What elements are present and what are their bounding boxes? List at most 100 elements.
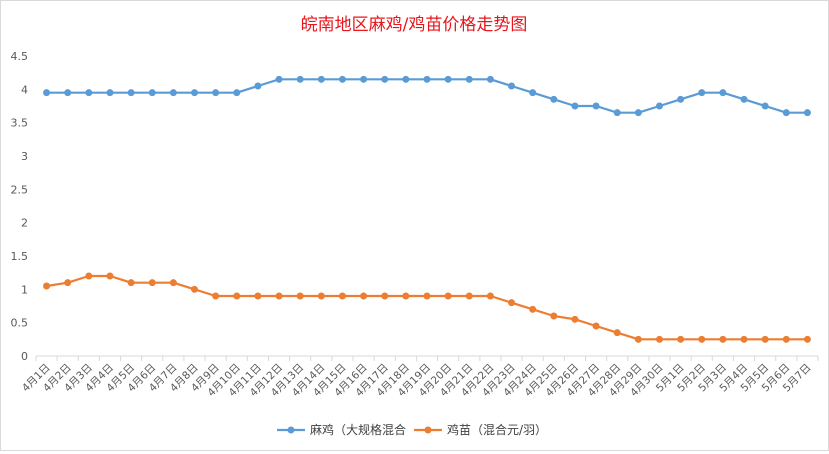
series-line xyxy=(46,274,808,341)
y-tick-label: 4.5 xyxy=(11,50,29,63)
legend: 麻鸡（大规格混合 鸡苗（混合元/羽） xyxy=(277,422,547,437)
data-point xyxy=(613,109,621,117)
data-point xyxy=(444,75,452,83)
data-point xyxy=(550,312,558,320)
data-point xyxy=(634,109,642,117)
data-point xyxy=(634,335,642,343)
y-tick-label: 1.5 xyxy=(11,250,29,263)
legend-item-1: 麻鸡（大规格混合 xyxy=(277,422,406,437)
series-2 xyxy=(43,272,811,343)
data-point xyxy=(191,89,199,97)
legend-marker xyxy=(287,426,295,434)
data-point xyxy=(592,102,600,110)
data-point xyxy=(571,102,579,110)
data-point xyxy=(423,75,431,83)
data-point xyxy=(698,89,706,97)
data-point xyxy=(465,75,473,83)
data-point xyxy=(529,89,537,97)
data-point xyxy=(212,89,220,97)
chart-title: 皖南地区麻鸡/鸡苗价格走势图 xyxy=(301,15,528,35)
data-point xyxy=(677,335,685,343)
data-point xyxy=(613,329,621,337)
data-point xyxy=(740,95,748,103)
data-point xyxy=(592,322,600,330)
data-point xyxy=(360,292,368,300)
data-point xyxy=(212,292,220,300)
data-point xyxy=(698,335,706,343)
data-point xyxy=(148,89,156,97)
data-point xyxy=(317,292,325,300)
data-point xyxy=(529,305,537,313)
legend-label: 麻鸡（大规格混合 xyxy=(310,422,406,437)
data-point xyxy=(719,335,727,343)
series-line xyxy=(46,78,808,114)
y-tick-label: 2 xyxy=(21,217,28,230)
data-point xyxy=(275,75,283,83)
y-tick-label: 1 xyxy=(21,283,28,296)
data-point xyxy=(803,335,811,343)
data-point xyxy=(677,95,685,103)
data-point xyxy=(127,89,135,97)
data-point xyxy=(148,279,156,287)
data-point xyxy=(233,292,241,300)
data-point xyxy=(486,292,494,300)
data-point xyxy=(782,335,790,343)
x-axis: 4月1日4月2日4月3日4月4日4月5日4月6日4月7日4月8日4月9日4月10… xyxy=(20,356,819,399)
data-point xyxy=(43,89,51,97)
data-point xyxy=(64,89,72,97)
data-point xyxy=(761,335,769,343)
data-point xyxy=(381,292,389,300)
data-point xyxy=(169,279,177,287)
data-point xyxy=(254,82,262,90)
data-point xyxy=(191,285,199,293)
data-point xyxy=(338,75,346,83)
data-point xyxy=(655,102,663,110)
data-point xyxy=(508,82,516,90)
y-tick-label: 0.5 xyxy=(11,317,29,330)
data-point xyxy=(360,75,368,83)
data-point xyxy=(338,292,346,300)
data-point xyxy=(296,292,304,300)
data-point xyxy=(402,292,410,300)
y-tick-label: 3.5 xyxy=(11,117,29,130)
data-point xyxy=(508,299,516,307)
data-point xyxy=(740,335,748,343)
legend-label: 鸡苗（混合元/羽） xyxy=(447,422,547,437)
data-point xyxy=(85,272,93,280)
data-point xyxy=(106,89,114,97)
data-point xyxy=(85,89,93,97)
data-point xyxy=(233,89,241,97)
y-tick-label: 2.5 xyxy=(11,183,29,196)
y-tick-label: 3 xyxy=(21,150,28,163)
data-point xyxy=(381,75,389,83)
data-point xyxy=(571,315,579,323)
data-point xyxy=(761,102,769,110)
data-point xyxy=(317,75,325,83)
y-tick-label: 0 xyxy=(21,350,28,363)
series-group xyxy=(43,75,811,343)
y-tick-label: 4 xyxy=(21,83,28,96)
data-point xyxy=(423,292,431,300)
data-point xyxy=(402,75,410,83)
data-point xyxy=(550,95,558,103)
data-point xyxy=(296,75,304,83)
data-point xyxy=(275,292,283,300)
data-point xyxy=(655,335,663,343)
legend-marker xyxy=(424,426,432,434)
data-point xyxy=(43,282,51,290)
data-point xyxy=(719,89,727,97)
data-point xyxy=(254,292,262,300)
data-point xyxy=(169,89,177,97)
data-point xyxy=(465,292,473,300)
data-point xyxy=(127,279,135,287)
data-point xyxy=(803,109,811,117)
y-axis: 0 0.5 1 1.5 2 2.5 3 3.5 4 4.5 xyxy=(11,50,29,363)
data-point xyxy=(106,272,114,280)
series-1 xyxy=(43,75,811,117)
data-point xyxy=(64,279,72,287)
data-point xyxy=(486,75,494,83)
data-point xyxy=(782,109,790,117)
data-point xyxy=(444,292,452,300)
